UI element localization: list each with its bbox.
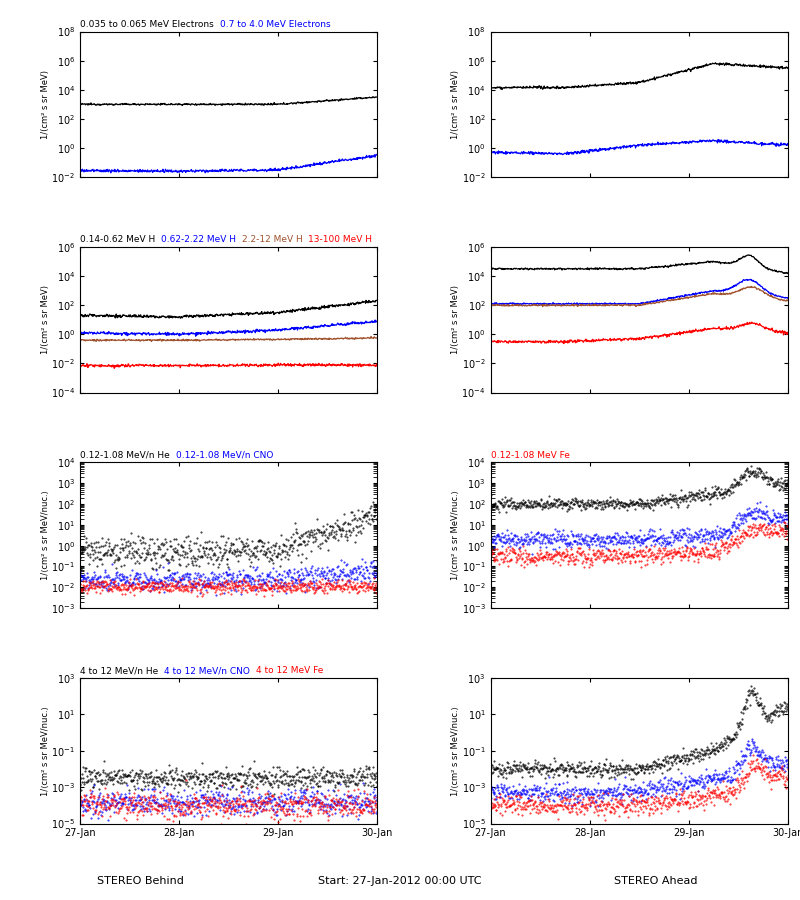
Text: 0.14-0.62 MeV H: 0.14-0.62 MeV H bbox=[80, 235, 161, 244]
Y-axis label: 1/⟨cm² s sr MeV/nuc.⟩: 1/⟨cm² s sr MeV/nuc.⟩ bbox=[41, 706, 50, 796]
Text: 13-100 MeV H: 13-100 MeV H bbox=[308, 235, 378, 244]
Y-axis label: 1/(cm² s sr MeV): 1/(cm² s sr MeV) bbox=[451, 70, 461, 139]
Text: 2.2-12 MeV H: 2.2-12 MeV H bbox=[242, 235, 308, 244]
Text: 0.12-1.08 MeV Fe: 0.12-1.08 MeV Fe bbox=[490, 451, 575, 460]
Text: STEREO Ahead: STEREO Ahead bbox=[614, 876, 698, 886]
Text: Start: 27-Jan-2012 00:00 UTC: Start: 27-Jan-2012 00:00 UTC bbox=[318, 876, 482, 886]
Text: STEREO Behind: STEREO Behind bbox=[97, 876, 183, 886]
Text: 0.12-1.08 MeV/n CNO: 0.12-1.08 MeV/n CNO bbox=[175, 451, 278, 460]
Text: 0.62-2.22 MeV H: 0.62-2.22 MeV H bbox=[161, 235, 242, 244]
Text: 4 to 12 MeV Fe: 4 to 12 MeV Fe bbox=[256, 666, 329, 675]
Y-axis label: 1/(cm² s sr MeV): 1/(cm² s sr MeV) bbox=[41, 70, 50, 139]
Y-axis label: 1/⟨cm² s sr MeV/nuc.⟩: 1/⟨cm² s sr MeV/nuc.⟩ bbox=[451, 491, 460, 580]
Y-axis label: 1/(cm² s sr MeV): 1/(cm² s sr MeV) bbox=[451, 285, 460, 355]
Y-axis label: 1/(cm² s sr MeV): 1/(cm² s sr MeV) bbox=[41, 285, 50, 355]
Y-axis label: 1/⟨cm² s sr MeV/nuc.⟩: 1/⟨cm² s sr MeV/nuc.⟩ bbox=[451, 706, 460, 796]
Y-axis label: 1/⟨cm² s sr MeV/nuc.⟩: 1/⟨cm² s sr MeV/nuc.⟩ bbox=[41, 491, 50, 580]
Text: 4 to 12 MeV/n He: 4 to 12 MeV/n He bbox=[80, 666, 164, 675]
Text: 4 to 12 MeV/n CNO: 4 to 12 MeV/n CNO bbox=[164, 666, 256, 675]
Text: 0.035 to 0.065 MeV Electrons: 0.035 to 0.065 MeV Electrons bbox=[80, 20, 219, 29]
Text: 0.12-1.08 MeV/n He: 0.12-1.08 MeV/n He bbox=[80, 451, 175, 460]
Text: 0.7 to 4.0 MeV Electrons: 0.7 to 4.0 MeV Electrons bbox=[219, 20, 336, 29]
